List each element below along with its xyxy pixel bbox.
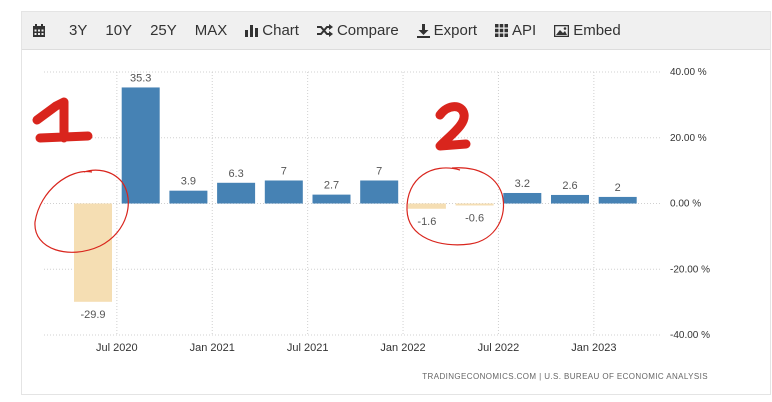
embed-button[interactable]: Embed — [545, 12, 630, 49]
x-tick-label: Jul 2020 — [96, 342, 138, 354]
data-label: 7 — [281, 165, 287, 177]
source-credit: TRADINGECONOMICS.COM | U.S. BUREAU OF EC… — [422, 372, 708, 381]
x-tick-label: Jan 2023 — [571, 342, 616, 354]
data-label: -1.6 — [417, 216, 436, 228]
bar — [503, 192, 542, 204]
data-label: 35.3 — [130, 72, 151, 84]
range-3y-button[interactable]: 3Y — [69, 22, 88, 39]
chart-button-label: Chart — [262, 22, 299, 39]
chart-button[interactable]: Chart — [236, 12, 308, 49]
range-max-button[interactable]: MAX — [194, 22, 228, 39]
data-label: -29.9 — [80, 309, 105, 321]
data-label: 7 — [376, 165, 382, 177]
x-tick-label: Jul 2021 — [287, 342, 329, 354]
grid-icon — [495, 24, 509, 37]
api-button-label: API — [512, 22, 537, 39]
bar — [74, 203, 112, 302]
embed-button-label: Embed — [573, 22, 621, 39]
bar — [264, 180, 303, 204]
compare-button[interactable]: Compare — [308, 12, 408, 49]
annotation-circle-two — [406, 167, 504, 246]
bar — [455, 203, 494, 206]
bar — [360, 180, 399, 204]
download-icon — [416, 23, 430, 38]
bar — [169, 190, 208, 204]
bar — [121, 87, 160, 204]
annotation-one-mark — [32, 97, 93, 143]
data-label: 3.9 — [181, 176, 196, 188]
bar-chart-icon — [245, 25, 259, 37]
data-label: -0.6 — [465, 212, 484, 224]
data-label: 3.2 — [515, 178, 530, 190]
data-label: 2.7 — [324, 180, 339, 192]
annotation-two-mark — [435, 102, 471, 151]
toolbar: 3Y 10Y 25Y MAX Chart Compare Export — [22, 12, 770, 50]
data-label: 6.3 — [228, 168, 243, 180]
data-label: 2.6 — [562, 180, 577, 192]
range-25y-button[interactable]: 25Y — [150, 22, 177, 39]
y-tick-label: 40.00 % — [670, 67, 707, 78]
bar — [217, 182, 256, 204]
compare-button-label: Compare — [336, 22, 399, 39]
annotation-circle-one — [34, 169, 129, 253]
export-button[interactable]: Export — [408, 12, 486, 49]
calendar-icon[interactable] — [22, 12, 60, 49]
api-button[interactable]: API — [486, 12, 545, 49]
shuffle-icon — [316, 24, 333, 37]
range-10y-button[interactable]: 10Y — [105, 22, 133, 39]
data-label: 2 — [615, 182, 621, 194]
x-tick-label: Jan 2022 — [380, 342, 425, 354]
y-tick-label: -40.00 % — [670, 330, 710, 341]
bar — [407, 203, 446, 209]
x-tick-label: Jan 2021 — [190, 342, 235, 354]
bar — [598, 196, 637, 204]
x-tick-label: Jul 2022 — [478, 342, 520, 354]
y-tick-label: 0.00 % — [670, 199, 701, 210]
bar — [312, 194, 351, 204]
export-button-label: Export — [433, 22, 478, 39]
bar — [551, 194, 589, 204]
y-tick-label: 20.00 % — [670, 133, 707, 144]
image-icon — [554, 24, 570, 37]
y-tick-label: -20.00 % — [670, 264, 710, 275]
